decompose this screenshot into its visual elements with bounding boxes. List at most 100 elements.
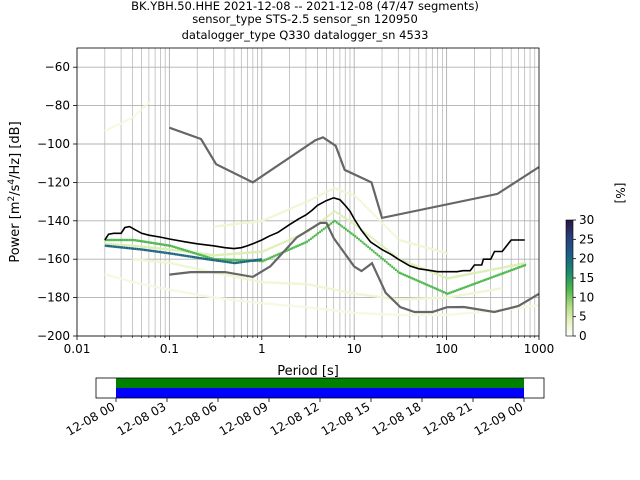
- histogram-cell: [319, 307, 322, 310]
- histogram-cell: [494, 274, 497, 278]
- histogram-cell: [223, 260, 225, 263]
- histogram-cell: [311, 306, 314, 310]
- histogram-cell: [234, 298, 237, 302]
- histogram-cell: [191, 251, 194, 254]
- histogram-cell: [359, 239, 362, 243]
- histogram-cell: [271, 255, 273, 259]
- histogram-cell: [446, 296, 449, 299]
- histogram-cell: [110, 243, 113, 246]
- histogram-cell: [151, 259, 153, 263]
- histogram-cell: [368, 209, 371, 212]
- histogram-cell: [123, 278, 126, 281]
- histogram-cell: [468, 284, 471, 287]
- histogram-cell: [295, 282, 298, 285]
- histogram-cell: [163, 287, 166, 290]
- histogram-cell: [138, 282, 140, 285]
- histogram-cell: [346, 229, 349, 232]
- histogram-cell: [385, 313, 388, 316]
- histogram-cell: [154, 285, 157, 289]
- histogram-cell: [518, 306, 521, 309]
- histogram-cell: [136, 281, 139, 285]
- histogram-cell: [420, 266, 423, 270]
- histogram-cell: [234, 261, 237, 265]
- histogram-cell: [123, 246, 126, 249]
- histogram-cell: [317, 232, 320, 235]
- histogram-cell: [186, 291, 188, 295]
- histogram-cell: [114, 245, 116, 248]
- histogram-cell: [313, 284, 316, 287]
- histogram-cell: [210, 295, 212, 299]
- histogram-cell: [374, 251, 377, 255]
- histogram-cell: [280, 303, 283, 307]
- histogram-cell: [139, 245, 142, 248]
- histogram-cell: [199, 268, 202, 271]
- histogram-cell: [204, 257, 207, 261]
- histogram-cell: [186, 249, 188, 253]
- histogram-cell: [398, 238, 401, 242]
- histogram-cell: [224, 297, 227, 301]
- histogram-cell: [426, 313, 429, 317]
- histogram-cell: [511, 264, 514, 267]
- histogram-cell: [306, 240, 309, 243]
- histogram-cell: [236, 275, 238, 279]
- histogram-cell: [356, 292, 359, 296]
- histogram-cell: [352, 311, 355, 314]
- histogram-cell: [361, 241, 364, 244]
- histogram-cell: [432, 296, 434, 300]
- histogram-cell: [165, 261, 168, 264]
- histogram-cell: [130, 238, 133, 242]
- histogram-cell: [160, 243, 163, 246]
- histogram-cell: [191, 255, 194, 259]
- histogram-cell: [454, 275, 456, 279]
- histogram-cell: [418, 244, 421, 247]
- histogram-cell: [134, 281, 137, 284]
- histogram-cell: [302, 305, 305, 309]
- histogram-cell: [249, 278, 251, 281]
- histogram-cell: [444, 313, 447, 317]
- histogram-cell: [276, 243, 279, 247]
- histogram-cell: [224, 224, 227, 227]
- histogram-cell: [406, 261, 408, 264]
- histogram-cell: [417, 313, 419, 317]
- histogram-cell: [195, 293, 198, 296]
- histogram-cell: [380, 312, 383, 316]
- histogram-cell: [359, 312, 362, 315]
- histogram-cell: [274, 254, 277, 257]
- histogram-cell: [147, 102, 150, 105]
- histogram-cell: [197, 293, 200, 296]
- histogram-cell: [184, 291, 187, 294]
- histogram-cell: [104, 273, 107, 276]
- histogram-cell: [356, 236, 358, 239]
- histogram-cell: [452, 276, 455, 279]
- histogram-cell: [417, 265, 419, 268]
- histogram-cell: [358, 293, 360, 296]
- histogram-cell: [239, 222, 242, 225]
- histogram-cell: [184, 254, 187, 257]
- histogram-cell: [344, 191, 347, 194]
- histogram-cell: [324, 216, 327, 220]
- histogram-cell: [374, 295, 377, 298]
- histogram-cell: [228, 223, 231, 226]
- histogram-cell: [265, 248, 268, 252]
- title-line-1: BK.YBH.50.HHE 2021-12-08 -- 2021-12-08 (…: [131, 0, 479, 13]
- histogram-cell: [297, 244, 299, 247]
- histogram-cell: [333, 210, 336, 213]
- histogram-cell: [422, 282, 425, 285]
- histogram-cell: [117, 238, 120, 242]
- histogram-cell: [165, 287, 168, 291]
- histogram-cell: [164, 261, 166, 264]
- histogram-cell: [461, 293, 464, 297]
- histogram-cell: [483, 289, 486, 293]
- histogram-cell: [435, 296, 438, 300]
- histogram-cell: [256, 279, 259, 283]
- histogram-cell: [151, 249, 153, 253]
- histogram-cell: [427, 247, 430, 250]
- histogram-cell: [340, 189, 343, 193]
- histogram-cell: [138, 239, 140, 243]
- histogram-cell: [295, 245, 298, 248]
- histogram-cell: [468, 311, 471, 315]
- histogram-cell: [467, 292, 469, 296]
- histogram-cell: [149, 241, 152, 244]
- histogram-cell: [457, 312, 460, 316]
- histogram-cell: [367, 312, 370, 315]
